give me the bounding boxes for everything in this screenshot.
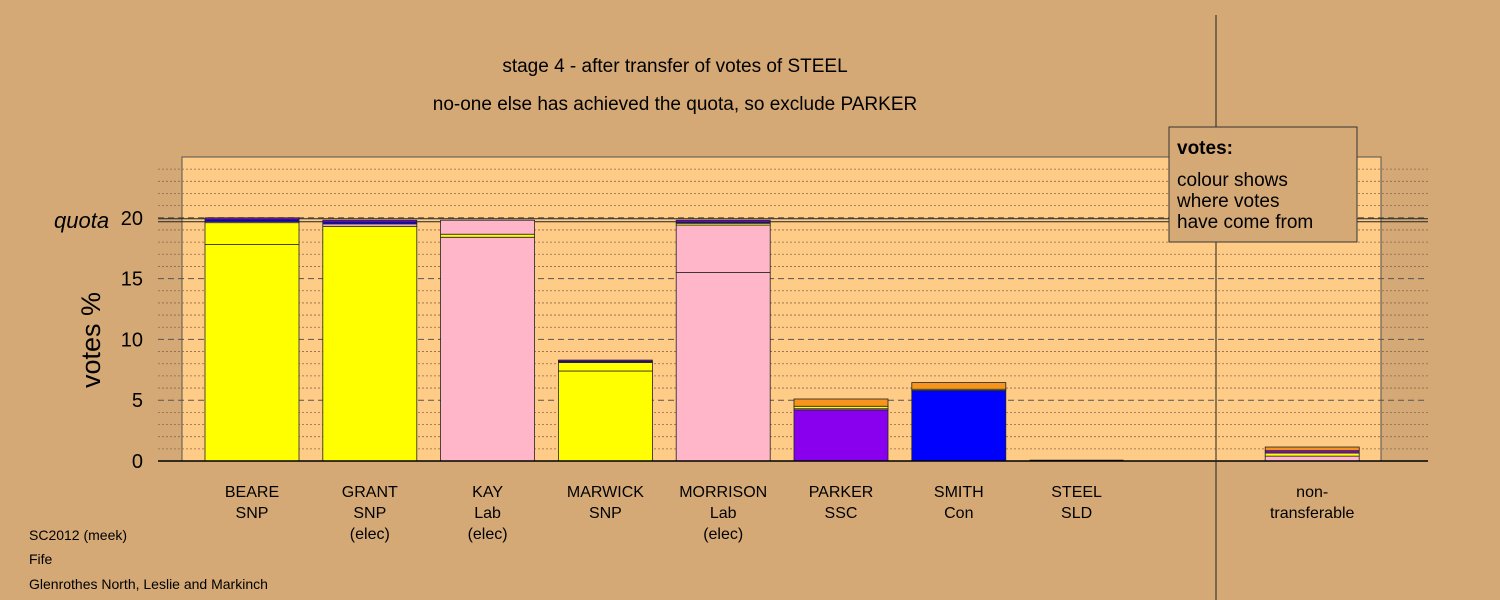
category-label: STEEL [1051, 484, 1102, 501]
bar-segment [440, 233, 536, 238]
bar-segment [440, 219, 536, 235]
category-label: transferable [1270, 505, 1355, 522]
bar-segment [558, 370, 653, 462]
bar-segment [1264, 446, 1360, 452]
bar-segment [793, 409, 889, 462]
category-label: non- [1296, 484, 1328, 501]
bar-segment [204, 217, 300, 221]
chart-title: stage 4 - after transfer of votes of STE… [502, 56, 847, 77]
category-label: MARWICK [567, 484, 644, 501]
bar-segment [322, 219, 418, 223]
y-axis-label: votes % [76, 292, 106, 388]
category-label: BEARE [225, 484, 279, 501]
y-tick-label: 15 [121, 269, 143, 291]
bar-segment [558, 359, 653, 362]
category-label: SLD [1061, 505, 1092, 522]
category-label: SSC [825, 505, 858, 522]
category-label: (elec) [703, 526, 743, 543]
bar-segment [322, 225, 418, 462]
chart-subtitle: no-one else has achieved the quota, so e… [433, 94, 917, 115]
bar-segment [440, 236, 536, 462]
axes-group: 0 5 10 15 20 [121, 15, 1428, 600]
category-label: KAY [472, 484, 503, 501]
bar-segment [204, 244, 300, 462]
footer-line-2: Fife [29, 551, 53, 567]
category-label: (elec) [468, 526, 508, 543]
category-label: GRANT [342, 484, 398, 501]
bar-segment [675, 219, 771, 223]
bar-segment [675, 272, 771, 462]
category-label: Lab [474, 505, 501, 522]
y-tick-label: 20 [121, 208, 143, 230]
category-label: SNP [589, 505, 622, 522]
bars-group [204, 217, 1360, 462]
y-tick-label: 0 [132, 451, 143, 473]
category-label: SMITH [934, 484, 984, 501]
bar-segment [675, 224, 771, 273]
bar-segment [793, 398, 889, 407]
quota-label: quota [54, 208, 109, 233]
category-label: Con [944, 505, 973, 522]
footer-line-3: Glenrothes North, Leslie and Markinch [29, 576, 268, 592]
bar-segment [1264, 452, 1360, 457]
footer-line-1: SC2012 (meek) [29, 527, 128, 543]
legend-title: votes: [1177, 138, 1233, 159]
legend-line-2: where votes [1176, 191, 1279, 212]
category-label: (elec) [350, 526, 390, 543]
category-label: PARKER [809, 484, 874, 501]
bar-segment [911, 390, 1007, 462]
category-label: SNP [353, 505, 386, 522]
bar-segment [204, 222, 300, 245]
bar-segment [558, 362, 653, 372]
category-label: Lab [710, 505, 737, 522]
y-tick-label: 10 [121, 329, 143, 351]
category-labels: BEARE SNP GRANT SNP (elec) KAY Lab (elec) MARWIC… [225, 484, 1355, 543]
category-label: MORRISON [679, 484, 767, 501]
legend-line-1: colour shows [1177, 170, 1288, 191]
y-tick-label: 5 [132, 390, 143, 412]
category-label: SNP [236, 505, 269, 522]
legend-line-3: have come from [1177, 212, 1313, 233]
legend-box: votes: colour shows where votes have com… [1168, 126, 1358, 243]
bar-segment [911, 382, 1007, 390]
